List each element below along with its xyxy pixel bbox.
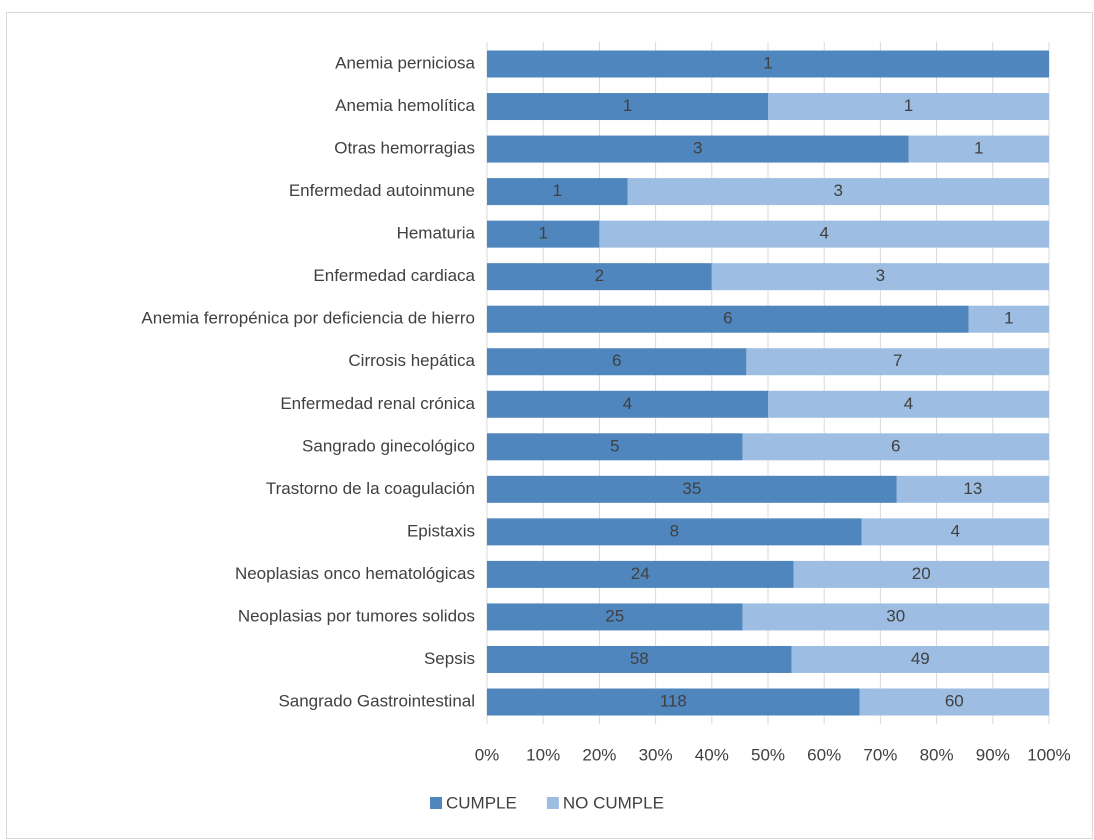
data-label: 1: [1004, 309, 1013, 328]
bar-segment: [791, 645, 1049, 673]
data-label: 118: [660, 691, 687, 710]
y-tick-label: Otras hemorragias: [334, 139, 475, 158]
legend-swatch: [546, 797, 559, 809]
x-tick-label: 40%: [695, 745, 729, 764]
bar-segment: [487, 433, 743, 461]
data-label: 30: [886, 606, 905, 625]
y-tick-label: Anemia ferropénica por deficiencia de hi…: [141, 309, 475, 328]
x-tick-label: 60%: [807, 745, 841, 764]
y-tick-label: Hematuria: [397, 224, 476, 243]
data-label: 25: [605, 606, 624, 625]
bar-segment: [487, 348, 747, 376]
y-tick-label: Neoplasias onco hematológicas: [235, 564, 475, 583]
bar-segment: [487, 475, 897, 503]
bar-segment: [768, 390, 1049, 418]
y-tick-label: Enfermedad renal crónica: [280, 394, 475, 413]
bar-segment: [487, 603, 743, 631]
bar-segment: [487, 263, 712, 291]
data-label: 4: [904, 394, 913, 413]
y-tick-label: Trastorno de la coagulación: [266, 479, 475, 498]
x-tick-label: 20%: [582, 745, 616, 764]
bar-segment: [627, 178, 1049, 206]
bar-segment: [487, 518, 862, 546]
bar-segment: [487, 305, 969, 333]
bar-segment: [746, 348, 1049, 376]
bar-segment: [859, 688, 1049, 716]
data-label: 6: [723, 309, 732, 328]
bar-segment: [599, 220, 1049, 248]
data-label: 24: [631, 564, 650, 583]
x-tick-label: 0%: [475, 745, 500, 764]
y-tick-label: Cirrosis hepática: [348, 351, 475, 370]
legend-label: CUMPLE: [446, 793, 517, 812]
bar-segment: [768, 93, 1049, 121]
data-label: 13: [963, 479, 982, 498]
data-label: 1: [623, 96, 632, 115]
y-tick-label: Sangrado Gastrointestinal: [278, 691, 475, 710]
data-label: 60: [945, 691, 964, 710]
bar-segment: [896, 475, 1049, 503]
data-label: 4: [623, 394, 632, 413]
data-label: 4: [951, 521, 960, 540]
x-tick-label: 50%: [751, 745, 785, 764]
bar-segment: [908, 135, 1049, 163]
data-label: 6: [891, 436, 900, 455]
data-label: 1: [538, 224, 547, 243]
bar-segment: [742, 603, 1049, 631]
bar-segment: [968, 305, 1049, 333]
y-tick-label: Enfermedad autoinmune: [289, 181, 475, 200]
data-label: 4: [819, 224, 828, 243]
y-tick-label: Enfermedad cardiaca: [313, 266, 475, 285]
y-tick-label: Anemia hemolítica: [335, 96, 475, 115]
bar-segment: [487, 390, 768, 418]
y-tick-label: Sangrado ginecológico: [302, 436, 475, 455]
x-tick-label: 100%: [1027, 745, 1070, 764]
data-label: 5: [610, 436, 619, 455]
x-tick-label: 80%: [920, 745, 954, 764]
data-label: 58: [630, 649, 649, 668]
data-label: 1: [553, 181, 562, 200]
bar-segment: [487, 93, 768, 121]
data-label: 3: [876, 266, 885, 285]
bar-segment: [742, 433, 1049, 461]
legend-label: NO CUMPLE: [563, 793, 664, 812]
y-tick-label: Sepsis: [424, 649, 475, 668]
legend-swatch: [430, 797, 442, 809]
data-label: 3: [693, 139, 702, 158]
y-tick-label: Neoplasias por tumores solidos: [238, 606, 475, 625]
bar-segment: [487, 688, 860, 716]
bar-segment: [711, 263, 1049, 291]
data-label: 20: [912, 564, 931, 583]
bar-segment: [487, 220, 600, 248]
data-label: 6: [612, 351, 621, 370]
data-label: 7: [893, 351, 902, 370]
x-tick-label: 90%: [976, 745, 1010, 764]
data-label: 49: [911, 649, 930, 668]
bar-segment: [487, 178, 628, 206]
data-label: 2: [595, 266, 604, 285]
bar-segment: [487, 50, 1049, 78]
x-tick-label: 70%: [863, 745, 897, 764]
bar-segment: [793, 560, 1049, 588]
data-label: 1: [974, 139, 983, 158]
y-tick-label: Anemia perniciosa: [335, 53, 475, 72]
bar-segment: [487, 645, 792, 673]
data-label: 8: [670, 521, 679, 540]
bar-segment: [861, 518, 1049, 546]
bar-segment: [487, 135, 909, 163]
data-label: 1: [763, 53, 772, 72]
y-tick-label: Epistaxis: [407, 521, 475, 540]
data-label: 1: [904, 96, 913, 115]
data-label: 35: [682, 479, 701, 498]
x-tick-label: 30%: [639, 745, 673, 764]
data-label: 3: [834, 181, 843, 200]
bar-segment: [487, 560, 794, 588]
x-tick-label: 10%: [526, 745, 560, 764]
